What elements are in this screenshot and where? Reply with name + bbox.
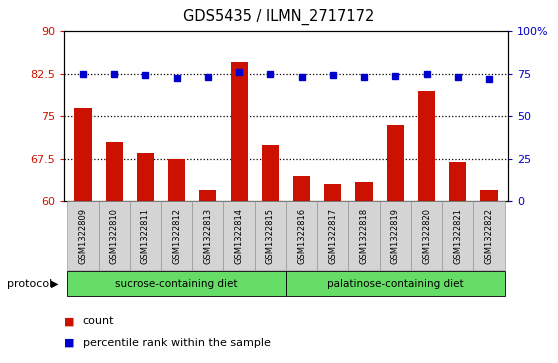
Bar	[193, 201, 224, 270]
Text: GSM1322817: GSM1322817	[328, 208, 338, 264]
Bar	[230, 62, 248, 201]
Bar	[355, 182, 373, 201]
Text: GDS5435 / ILMN_2717172: GDS5435 / ILMN_2717172	[184, 9, 374, 25]
Text: GSM1322810: GSM1322810	[110, 208, 119, 264]
Bar	[255, 201, 286, 270]
Bar	[68, 201, 99, 270]
Text: GSM1322821: GSM1322821	[453, 208, 462, 264]
Text: palatinose-containing diet: palatinose-containing diet	[327, 278, 464, 289]
Text: GSM1322809: GSM1322809	[79, 208, 88, 264]
Bar	[387, 125, 404, 201]
Bar	[262, 144, 279, 201]
Bar	[324, 184, 341, 201]
Text: GSM1322820: GSM1322820	[422, 208, 431, 264]
Bar	[442, 201, 473, 270]
Text: ■: ■	[64, 338, 75, 348]
Bar	[473, 201, 504, 270]
Bar	[105, 142, 123, 201]
Text: GSM1322819: GSM1322819	[391, 208, 400, 264]
Text: percentile rank within the sample: percentile rank within the sample	[83, 338, 271, 348]
Bar	[286, 271, 504, 296]
Bar	[130, 201, 161, 270]
Text: protocol: protocol	[7, 279, 52, 289]
Bar	[137, 153, 154, 201]
Bar	[411, 201, 442, 270]
Bar	[168, 159, 185, 201]
Bar	[74, 107, 92, 201]
Text: GSM1322818: GSM1322818	[359, 208, 369, 264]
Bar	[480, 190, 498, 201]
Bar	[449, 162, 466, 201]
Text: GSM1322811: GSM1322811	[141, 208, 150, 264]
Bar	[348, 201, 379, 270]
Text: GSM1322814: GSM1322814	[234, 208, 244, 264]
Bar	[68, 271, 286, 296]
Bar	[161, 201, 193, 270]
Text: ▶: ▶	[51, 279, 59, 289]
Text: sucrose-containing diet: sucrose-containing diet	[116, 278, 238, 289]
Bar	[379, 201, 411, 270]
Bar	[99, 201, 130, 270]
Text: GSM1322813: GSM1322813	[203, 208, 213, 264]
Bar	[418, 90, 435, 201]
Text: GSM1322815: GSM1322815	[266, 208, 275, 264]
Bar	[286, 201, 317, 270]
Text: ■: ■	[64, 316, 75, 326]
Bar	[224, 201, 255, 270]
Text: GSM1322822: GSM1322822	[484, 208, 493, 264]
Bar	[293, 176, 310, 201]
Text: GSM1322812: GSM1322812	[172, 208, 181, 264]
Text: GSM1322816: GSM1322816	[297, 208, 306, 264]
Bar	[317, 201, 348, 270]
Text: count: count	[83, 316, 114, 326]
Bar	[199, 190, 217, 201]
